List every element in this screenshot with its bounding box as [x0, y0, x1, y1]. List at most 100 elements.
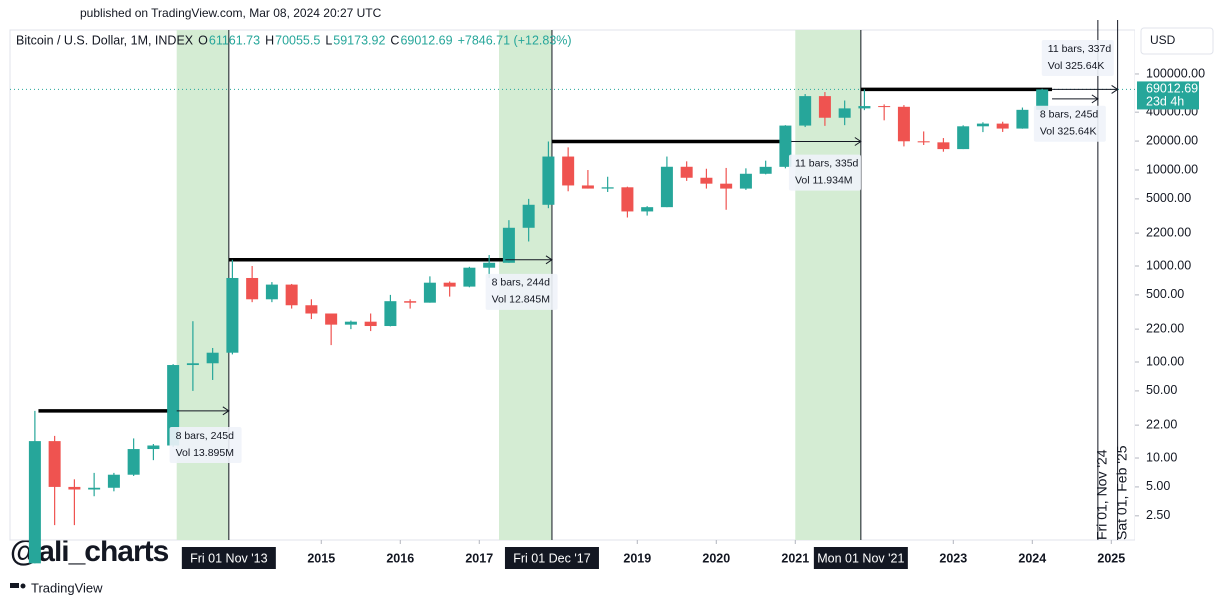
x-tick-label: 2023	[939, 551, 967, 565]
measure-arrow-head	[1111, 85, 1119, 94]
y-tick-label: 220.00	[1146, 321, 1184, 335]
candle-body	[68, 486, 81, 490]
measure-vol: Vol 12.845M	[492, 294, 550, 306]
candle-body	[601, 187, 614, 189]
y-tick-label: 50.00	[1146, 383, 1177, 397]
candle-body	[167, 365, 180, 446]
measure-box	[788, 154, 861, 191]
y-tick-label: 20000.00	[1146, 133, 1198, 147]
measure-arrow-head	[545, 255, 553, 265]
candle-body	[502, 227, 515, 263]
y-tick-label: 22.00	[1146, 417, 1177, 431]
measure-bars: 8 bars, 244d	[492, 277, 551, 289]
currency-box	[1140, 27, 1214, 55]
candle-body	[759, 166, 772, 174]
candle-body	[739, 173, 752, 189]
candle-body	[562, 156, 575, 186]
legend-text: 69012.69	[400, 33, 452, 47]
x-tick-label: 2016	[386, 551, 414, 565]
measure-vol: Vol 325.64K	[1040, 126, 1097, 138]
candle-body	[957, 126, 970, 150]
candle-body	[423, 282, 436, 303]
x-tick-label: 2025	[1097, 551, 1125, 565]
candle-body	[976, 123, 989, 127]
candle-body	[621, 187, 634, 212]
candle-body	[443, 282, 456, 287]
candle-body	[720, 183, 733, 189]
candle-body	[147, 445, 160, 450]
x-tick-label: 2020	[702, 551, 730, 565]
measure-box	[1041, 40, 1114, 77]
measure-vol: Vol 13.895M	[176, 447, 234, 459]
legend-text: C	[390, 33, 399, 47]
candle-body	[799, 96, 812, 126]
last-price-tag	[1137, 81, 1199, 110]
candle-body	[542, 156, 555, 205]
y-tick-label: 5.00	[1146, 479, 1170, 493]
candle-body	[917, 141, 930, 143]
candle-body	[48, 441, 61, 487]
date-line-label: Sat 01, Feb '25	[1113, 445, 1129, 540]
candle-body	[660, 166, 673, 208]
candle-body	[206, 352, 219, 364]
candle-body	[226, 277, 239, 353]
candle-body	[1016, 109, 1029, 129]
measure-box	[169, 426, 242, 463]
candle-body	[186, 363, 199, 366]
candle-body	[818, 96, 831, 118]
measure-arrow-head	[222, 406, 230, 416]
x-tick-label: 2015	[307, 551, 335, 565]
candle-body	[838, 108, 851, 118]
candle-body	[700, 177, 713, 184]
shaded-range	[176, 30, 229, 540]
measure-bars: 8 bars, 245d	[1040, 109, 1099, 121]
legend-text: 61161.73	[209, 33, 260, 47]
date-tag-label: Fri 01 Nov '13	[190, 551, 267, 565]
candle-body	[285, 284, 298, 306]
tv-logo	[10, 583, 26, 589]
candle-body	[305, 305, 318, 314]
measure-box	[1033, 105, 1106, 142]
measure-bars: 8 bars, 245d	[176, 430, 235, 442]
measure-vol: Vol 325.64K	[1048, 60, 1105, 72]
candle-body	[127, 449, 140, 475]
candle-body	[88, 487, 101, 490]
published-note: published on TradingView.com, Mar 08, 20…	[80, 6, 382, 20]
candle-body	[28, 441, 41, 564]
y-tick-label: 100.00	[1146, 354, 1184, 368]
candle-body	[344, 321, 357, 325]
candle-body	[384, 301, 397, 327]
candle-body	[858, 106, 871, 109]
date-tag-label: Fri 01 Dec '17	[513, 551, 590, 565]
tv-logo-text: TradingView	[31, 580, 103, 595]
candle-body	[265, 284, 278, 300]
measure-arrow-head	[854, 137, 862, 146]
legend-text: 59173.92	[333, 33, 385, 47]
candle-body	[996, 123, 1009, 129]
candle-body	[937, 142, 950, 150]
date-tag-label: Mon 01 Nov '21	[817, 551, 904, 565]
candle-body	[483, 262, 496, 268]
candle-body	[463, 267, 476, 287]
measure-arrow-head	[1091, 94, 1099, 104]
candle-body	[522, 204, 535, 228]
candle-body	[325, 313, 338, 325]
legend-text: O	[198, 33, 208, 47]
date-tag	[181, 547, 276, 569]
candle-body	[878, 106, 891, 108]
measure-vol: Vol 11.934M	[795, 174, 853, 186]
y-tick-label: 500.00	[1146, 287, 1184, 301]
y-tick-label: 2200.00	[1146, 225, 1191, 239]
candle-body	[107, 474, 120, 488]
candle-body	[364, 321, 377, 327]
measure-box	[485, 273, 558, 310]
currency: USD	[1150, 33, 1176, 47]
y-tick-label: 5000.00	[1146, 191, 1191, 205]
candle-body	[641, 207, 654, 212]
legend-text: Bitcoin / U.S. Dollar, 1M, INDEX	[16, 33, 194, 47]
y-tick-label: 1000.00	[1146, 258, 1191, 272]
candle-body	[1036, 89, 1049, 110]
legend-text: H	[265, 33, 274, 47]
